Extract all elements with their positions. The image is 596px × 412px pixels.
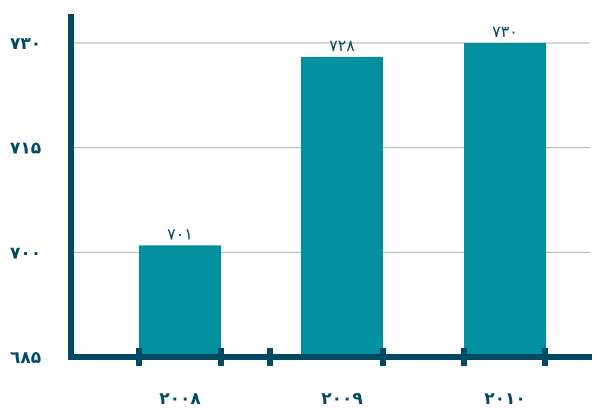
bar (464, 43, 546, 357)
bar (139, 245, 221, 357)
y-tick-label: ۷۱۵ (10, 139, 41, 159)
y-tick-label: ۷۳۰ (10, 34, 41, 54)
y-tick-label: ٦۸۵ (10, 348, 41, 368)
data-label: ۷۰۱ (167, 224, 193, 243)
y-tick-label: ۷۰۰ (10, 243, 41, 263)
x-tick-label: ۲۰۰۹ (321, 389, 363, 409)
x-tick-label: ۲۰۰۸ (159, 389, 201, 409)
x-tick-label: ۲۰۱۰ (484, 389, 526, 409)
bar (301, 56, 383, 357)
data-label: ۷۲۸ (329, 36, 355, 55)
data-label: ۷۳۰ (492, 22, 518, 41)
